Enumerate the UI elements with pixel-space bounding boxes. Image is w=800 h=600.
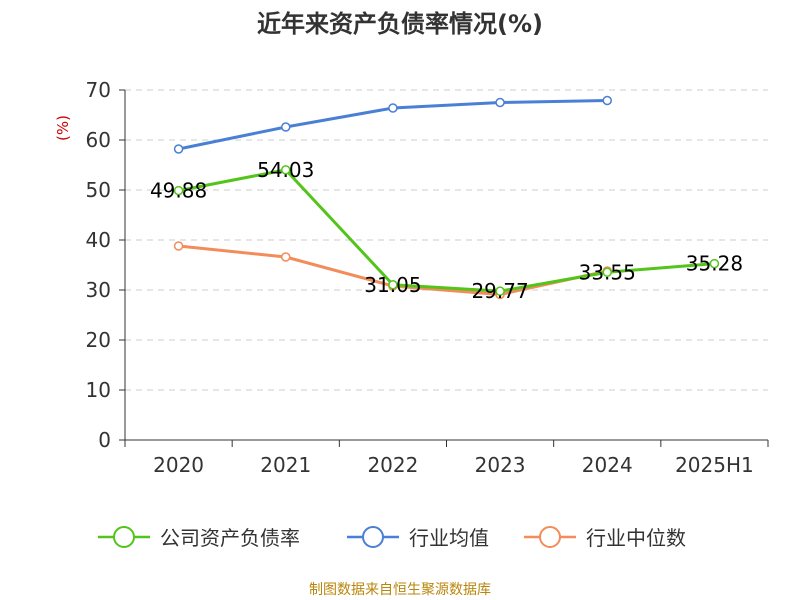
y-tick-label: 70 [86, 78, 111, 102]
data-label: 49.88 [150, 179, 207, 203]
data-label: 35.28 [686, 252, 743, 276]
grid [125, 89, 768, 391]
data-point [602, 267, 612, 277]
data-point [495, 97, 505, 108]
series-line [178, 168, 715, 293]
y-tick-label: 20 [86, 328, 111, 352]
data-label: 54.03 [257, 158, 314, 182]
y-tick-label: 60 [86, 128, 111, 152]
legend-marker [362, 526, 384, 548]
data-label: 31.05 [364, 273, 421, 297]
data-point [173, 185, 184, 196]
data-label: 29.77 [471, 279, 528, 303]
x-tick-label: 2024 [582, 453, 633, 477]
data-point [388, 103, 398, 113]
data-label: 33.55 [579, 260, 636, 284]
x-tick-label: 2025H1 [675, 453, 754, 477]
data-point [709, 258, 720, 269]
x-tick-label: 2023 [475, 453, 526, 477]
data-point [281, 252, 291, 262]
y-tick-label: 30 [86, 278, 111, 302]
data-point [173, 241, 184, 251]
data-point [173, 144, 184, 154]
data-point [281, 165, 291, 175]
data-point [495, 286, 505, 296]
x-tick-label: 2022 [367, 453, 418, 477]
legend-label: 公司资产负债率 [160, 526, 300, 550]
x-tick-label: 2021 [260, 453, 311, 477]
axes: 0 10 20 30 40 50 60 70 2020 2021 2022 2023 2024 2025H… [86, 78, 769, 477]
series [173, 95, 720, 300]
data-labels: 49.88 54.03 31.05 29.77 33.55 35.28 [150, 158, 743, 303]
y-tick-label: 10 [86, 378, 111, 402]
source-note: 制图数据来自恒生聚源数据库 [309, 582, 491, 598]
y-tick-label: 50 [86, 178, 111, 202]
legend-marker [113, 526, 135, 548]
data-point [281, 122, 291, 132]
data-point [602, 95, 612, 106]
legend-label: 行业均值 [409, 526, 489, 550]
data-point [388, 280, 398, 290]
legend: 公司资产负债率 行业均值 行业中位数 [98, 526, 686, 550]
y-tick-label: 40 [86, 228, 111, 252]
legend-marker [539, 526, 561, 548]
y-tick-label: 0 [98, 428, 111, 452]
legend-label: 行业中位数 [586, 526, 686, 550]
chart-title: 近年来资产负债率情况(%) [257, 10, 543, 38]
x-tick-label: 2020 [153, 453, 204, 477]
y-axis-label: (%) [54, 115, 72, 141]
